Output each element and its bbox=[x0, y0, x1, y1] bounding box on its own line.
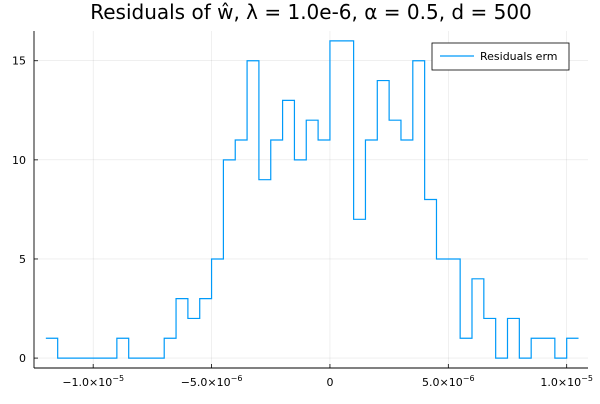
histogram-step-line bbox=[45, 40, 579, 359]
x-tick-label: 5.0×10−6 bbox=[422, 374, 475, 389]
x-tick-label: 1.0×10−5 bbox=[540, 374, 593, 389]
y-tick-label: 15 bbox=[12, 55, 26, 68]
axes bbox=[33, 31, 588, 369]
legend-label: Residuals erm bbox=[480, 50, 558, 63]
series-layer bbox=[45, 40, 579, 359]
y-tick-label: 5 bbox=[19, 253, 26, 266]
x-tick-label: −1.0×10−5 bbox=[62, 374, 124, 389]
tick-labels: −1.0×10−5 −5.0×10−6 0 5.0×10−6 1.0×10−5 0 5 10 1… bbox=[12, 55, 593, 389]
x-tick-label: 0 bbox=[326, 376, 333, 389]
chart-title: Residuals of ŵ, λ = 1.0e-6, α = 0.5, d =… bbox=[90, 0, 532, 24]
grid bbox=[34, 31, 588, 368]
legend: Residuals erm bbox=[431, 42, 570, 71]
x-tick-label: −5.0×10−6 bbox=[181, 374, 243, 389]
y-tick-label: 10 bbox=[12, 154, 26, 167]
y-tick-label: 0 bbox=[19, 352, 26, 365]
